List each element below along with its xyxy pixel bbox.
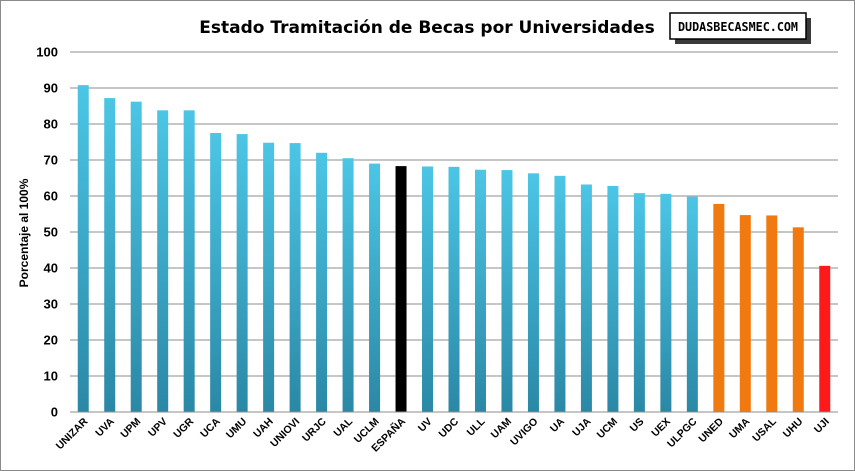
x-tick-label: UHU <box>781 416 806 441</box>
logo-text: DUDASBECASMEC.COM <box>678 20 798 34</box>
x-tick-label: UPV <box>146 416 170 440</box>
x-tick-label: UDC <box>437 415 462 440</box>
bar-upv <box>157 110 169 412</box>
bar-uniovi <box>289 143 301 412</box>
bar-urjc <box>316 152 328 413</box>
bars <box>77 85 831 413</box>
x-tick-label: UNED <box>696 415 726 445</box>
x-tick-label: UA <box>548 415 568 435</box>
x-tick-label: UMA <box>727 415 753 441</box>
x-tick-label: UNIZAR <box>54 415 91 452</box>
bar-uva <box>104 98 116 412</box>
x-tick-label: ULPGC <box>665 415 700 450</box>
logo-box <box>669 12 807 40</box>
x-tick-label: UPM <box>118 415 143 440</box>
bar-ual <box>342 158 354 412</box>
bar-uvigo <box>527 173 539 412</box>
x-tick-label: UJI <box>812 416 832 436</box>
site-logo: DUDASBECASMEC.COM <box>669 12 811 44</box>
bar-uma <box>739 215 751 412</box>
bar-umu <box>236 134 248 412</box>
x-tick-label: UMU <box>224 416 249 441</box>
bar-ulpgc <box>686 196 698 412</box>
bar-uji <box>819 265 831 412</box>
bar-uned <box>713 203 725 412</box>
bar-usal <box>766 215 778 412</box>
y-tick-label: 10 <box>44 369 58 384</box>
bar-udc <box>448 166 460 412</box>
x-tick-label: UVIGO <box>508 416 540 448</box>
x-tick-label: ULL <box>465 415 488 438</box>
y-tick-labels: 0 10 20 30 40 50 60 70 80 90 100 <box>36 45 58 420</box>
y-tick-label: 0 <box>51 405 58 420</box>
y-tick-label: 50 <box>44 225 58 240</box>
chart-title: Estado Tramitación de Becas por Universi… <box>199 18 654 38</box>
y-tick-label: 60 <box>44 189 58 204</box>
bar-unizar <box>77 85 89 413</box>
x-tick-label: UCM <box>595 415 621 441</box>
x-tick-label: UNIOVI <box>268 416 302 450</box>
bar-uex <box>660 193 672 412</box>
y-tick-label: 90 <box>44 81 58 96</box>
y-tick-label: 80 <box>44 117 58 132</box>
bar-uah <box>263 142 275 412</box>
y-tick-label: 70 <box>44 153 58 168</box>
bar-ua <box>554 175 566 412</box>
bar-ugr <box>183 110 195 412</box>
bar-us <box>633 193 645 412</box>
y-tick-label: 30 <box>44 297 58 312</box>
bar-ull <box>474 169 486 412</box>
x-tick-label: UJA <box>570 415 594 439</box>
x-tick-label: UGR <box>171 415 196 440</box>
y-axis-label: Porcentaje al 100% <box>17 178 31 287</box>
x-tick-label: UCA <box>198 415 223 440</box>
x-tick-label: US <box>628 416 647 435</box>
x-tick-label: UV <box>416 416 435 435</box>
gridlines <box>70 51 838 377</box>
y-tick-label: 20 <box>44 333 58 348</box>
bar-uja <box>580 184 592 412</box>
x-tick-label: URJC <box>300 415 329 444</box>
bar-ucm <box>607 185 619 412</box>
y-tick-label: 100 <box>36 45 58 60</box>
bar-uclm <box>369 163 381 412</box>
bar-uam <box>501 170 513 412</box>
x-tick-label: USAL <box>750 415 779 444</box>
bar-upm <box>130 101 142 413</box>
x-tick-label: UVA <box>93 415 117 439</box>
bar-uca <box>210 133 222 412</box>
bar-uhu <box>792 227 804 412</box>
bar-españa <box>395 166 407 412</box>
bar-uv <box>422 166 434 412</box>
y-tick-label: 40 <box>44 261 58 276</box>
